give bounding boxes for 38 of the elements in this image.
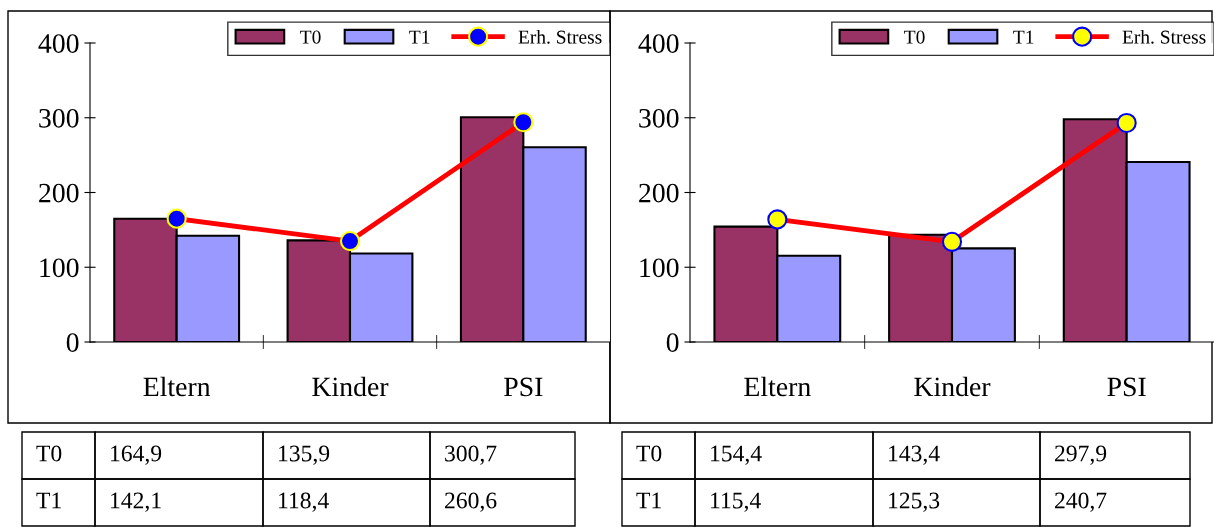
- text: T1: [36, 492, 61, 509]
- legend-label: T1: [409, 30, 430, 44]
- y-tick-label: 200: [639, 183, 679, 203]
- text: T0: [36, 445, 62, 462]
- data-label: 240,7: [1055, 492, 1107, 512]
- data-label: 300,7: [445, 445, 497, 465]
- legend-label: T1: [1013, 30, 1034, 44]
- y-tick-label: 200: [39, 183, 79, 203]
- y-tick-label: 400: [638, 34, 679, 53]
- text: T1: [636, 492, 661, 509]
- data-label: 135,9: [279, 445, 330, 465]
- data-label: 125,3: [889, 492, 940, 512]
- legend-label: T0: [300, 30, 321, 44]
- x-tick-label: PSI: [504, 377, 543, 397]
- y-tick-label: 100: [640, 258, 679, 278]
- y-tick-label: 400: [38, 34, 79, 53]
- legend-label: Erh. Stress: [518, 29, 602, 44]
- data-label: 143,4: [889, 445, 940, 465]
- y-tick-label: 300: [639, 108, 679, 128]
- data-label: 115,4: [711, 492, 761, 512]
- data-label: 297,9: [1055, 445, 1107, 465]
- x-tick-label: PSI: [1107, 377, 1146, 397]
- data-label: 154,4: [711, 445, 762, 465]
- text: T0: [636, 445, 662, 462]
- x-tick-label: Eltern: [143, 376, 211, 397]
- data-label: 118,4: [279, 492, 329, 512]
- x-tick-label: Eltern: [744, 376, 811, 397]
- x-tick-label: Kinder: [914, 376, 991, 397]
- data-label: 260,6: [445, 492, 497, 512]
- data-label: 142,1: [111, 492, 161, 512]
- x-tick-label: Kinder: [312, 376, 389, 397]
- legend-label: Erh. Stress: [1122, 29, 1206, 44]
- legend-label: T0: [904, 30, 925, 44]
- data-label: 164,9: [111, 445, 162, 465]
- y-tick-label: 0: [66, 333, 79, 352]
- y-tick-label: 100: [40, 258, 79, 278]
- y-tick-label: 300: [39, 108, 79, 128]
- y-tick-label: 0: [666, 333, 679, 352]
